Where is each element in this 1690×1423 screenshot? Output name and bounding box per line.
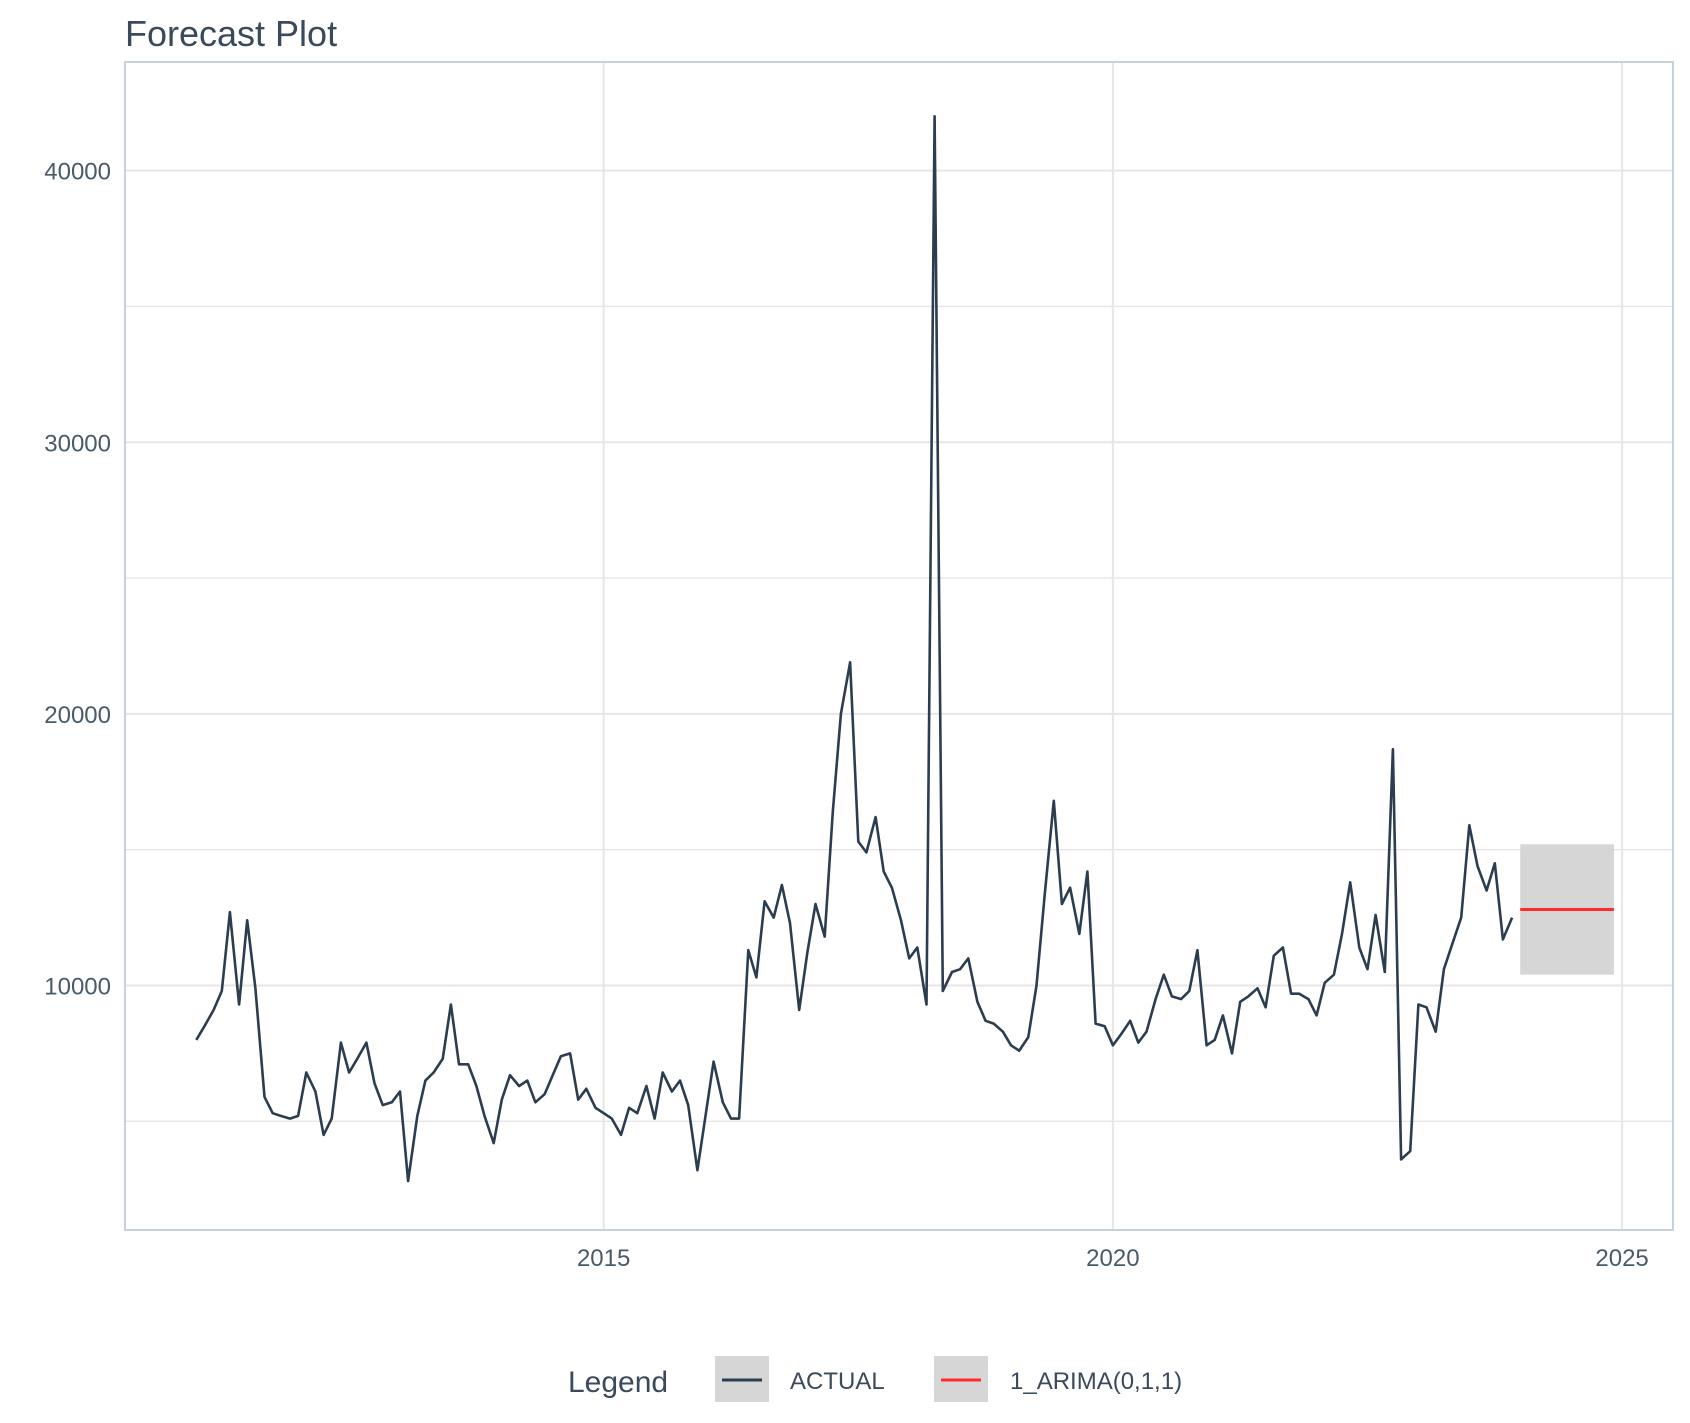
chart-title: Forecast Plot [125,13,337,54]
legend: Legend ACTUAL 1_ARIMA(0,1,1) [568,1356,1182,1402]
series-line-actual [195,115,1514,1183]
x-tick-label: 2015 [577,1245,630,1272]
tick-layer: 10000 20000 30000 40000 2015 2020 2025 [44,159,1649,1272]
legend-label-actual: ACTUAL [790,1368,885,1395]
y-tick-label: 40000 [44,159,111,186]
grid-layer [125,62,1673,1230]
x-tick-label: 2020 [1086,1245,1139,1272]
y-tick-label: 30000 [44,430,111,457]
y-tick-label: 10000 [44,974,111,1001]
legend-title: Legend [568,1366,668,1399]
y-tick-label: 20000 [44,702,111,729]
series-layer [195,115,1614,1183]
plot-frame [124,61,1674,1231]
legend-label-forecast: 1_ARIMA(0,1,1) [1010,1368,1182,1395]
x-tick-label: 2025 [1595,1245,1648,1272]
